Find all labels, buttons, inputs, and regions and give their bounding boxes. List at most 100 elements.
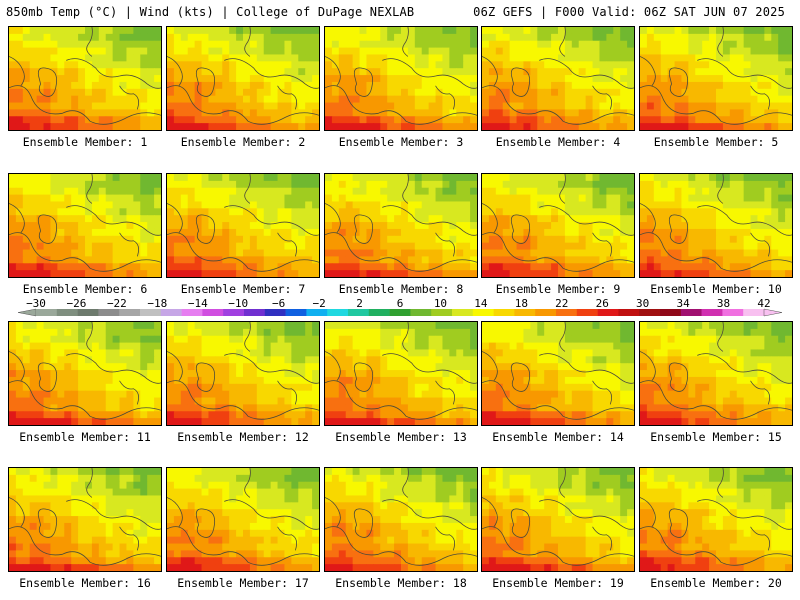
colorbar-swatch bbox=[202, 309, 224, 316]
boundary-line bbox=[640, 85, 792, 125]
boundary-line bbox=[37, 508, 58, 538]
boundary-line bbox=[277, 232, 298, 257]
boundary-line bbox=[402, 322, 409, 352]
colorbar-swatch bbox=[472, 309, 494, 316]
temperature-field bbox=[640, 27, 792, 130]
ensemble-member-caption: Ensemble Member: 16 bbox=[19, 576, 151, 590]
boundary-line bbox=[353, 67, 374, 97]
temperature-field bbox=[482, 468, 634, 571]
colorbar-swatch bbox=[98, 309, 120, 316]
boundary-line bbox=[559, 468, 566, 498]
boundary-line bbox=[353, 214, 374, 244]
temperature-field bbox=[325, 174, 477, 277]
boundary-line bbox=[353, 362, 374, 392]
boundary-line bbox=[482, 380, 634, 420]
colorbar-swatch bbox=[660, 309, 682, 316]
ensemble-member-caption: Ensemble Member: 6 bbox=[22, 282, 148, 296]
colorbar-tick-label: −18 bbox=[147, 297, 168, 310]
colorbar-swatch bbox=[556, 309, 578, 316]
ensemble-member-caption: Ensemble Member: 17 bbox=[177, 576, 309, 590]
temperature-field bbox=[640, 322, 792, 425]
boundary-line bbox=[640, 203, 656, 234]
boundary-line bbox=[167, 380, 319, 420]
ensemble-member-caption: Ensemble Member: 2 bbox=[180, 135, 306, 149]
colorbar-tick-label: 38 bbox=[716, 297, 731, 310]
boundary-line bbox=[592, 380, 613, 405]
ensemble-member-caption: Ensemble Member: 1 bbox=[22, 135, 148, 149]
boundary-line bbox=[435, 380, 456, 405]
boundary-line bbox=[167, 85, 319, 125]
ensemble-member-caption: Ensemble Member: 13 bbox=[335, 430, 467, 444]
colorbar-swatch bbox=[160, 309, 182, 316]
boundary-line bbox=[244, 27, 251, 57]
colorbar-swatch bbox=[244, 309, 266, 316]
boundary-line bbox=[539, 353, 634, 384]
colorbar-tick-label: −6 bbox=[272, 297, 286, 310]
colorbar-low-arrow bbox=[17, 308, 37, 317]
boundary-line bbox=[640, 380, 792, 420]
boundary-line bbox=[482, 85, 634, 125]
boundary-line bbox=[668, 362, 689, 392]
boundary-line bbox=[482, 203, 498, 234]
boundary-line bbox=[195, 362, 216, 392]
boundary-line bbox=[325, 203, 341, 234]
temperature-field bbox=[325, 322, 477, 425]
colorbar-swatch bbox=[743, 309, 765, 316]
ensemble-member-map bbox=[8, 467, 162, 572]
colorbar-swatch bbox=[223, 309, 245, 316]
map-title: 850mb Temp (°C) | Wind (kts) | College o… bbox=[6, 5, 415, 19]
ensemble-member-map bbox=[481, 321, 635, 426]
boundary-line bbox=[435, 526, 456, 551]
boundary-line bbox=[224, 205, 319, 236]
boundary-line bbox=[640, 56, 656, 87]
boundary-line bbox=[482, 232, 634, 272]
ensemble-member-map bbox=[324, 467, 478, 572]
ensemble-member-map bbox=[166, 321, 320, 426]
colorbar-tick-label: 2 bbox=[356, 297, 363, 310]
boundary-line bbox=[640, 497, 656, 528]
boundary-line bbox=[717, 27, 724, 57]
colorbar-tick-label: −10 bbox=[228, 297, 249, 310]
boundary-line bbox=[224, 499, 319, 530]
ensemble-member-map bbox=[166, 467, 320, 572]
ensemble-member-caption: Ensemble Member: 10 bbox=[650, 282, 782, 296]
ensemble-member-caption: Ensemble Member: 11 bbox=[19, 430, 151, 444]
boundary-line bbox=[277, 380, 298, 405]
boundary-line bbox=[640, 232, 792, 272]
colorbar-tick-label: 30 bbox=[636, 297, 650, 310]
boundary-line bbox=[119, 380, 140, 405]
ensemble-member-map bbox=[8, 26, 162, 131]
colorbar-swatch bbox=[181, 309, 203, 316]
colorbar-swatch bbox=[389, 309, 411, 316]
colorbar-tick-label: 22 bbox=[555, 297, 569, 310]
boundary-line bbox=[37, 214, 58, 244]
ensemble-member-caption: Ensemble Member: 18 bbox=[335, 576, 467, 590]
colorbar-tick-label: 6 bbox=[396, 297, 404, 310]
boundary-line bbox=[224, 58, 319, 89]
boundary-line bbox=[9, 526, 161, 566]
colorbar-swatch bbox=[306, 309, 328, 316]
valid-time: 06Z GEFS | F000 Valid: 06Z SAT JUN 07 20… bbox=[473, 5, 785, 19]
boundary-line bbox=[539, 58, 634, 89]
colorbar-high-arrow bbox=[763, 308, 783, 317]
colorbar-swatch bbox=[680, 309, 702, 316]
ensemble-member-map bbox=[639, 467, 793, 572]
ensemble-member-caption: Ensemble Member: 3 bbox=[338, 135, 464, 149]
boundary-line bbox=[592, 85, 613, 110]
ensemble-member-map bbox=[481, 173, 635, 278]
colorbar-tick-label: 18 bbox=[514, 297, 528, 310]
boundary-line bbox=[119, 232, 140, 257]
colorbar-swatch bbox=[285, 309, 307, 316]
boundary-line bbox=[482, 497, 498, 528]
colorbar-tick-label: −22 bbox=[106, 297, 127, 310]
boundary-line bbox=[325, 232, 477, 272]
colorbar-tick-label: −30 bbox=[26, 297, 46, 310]
boundary-line bbox=[382, 205, 477, 236]
boundary-line bbox=[382, 58, 477, 89]
boundary-line bbox=[9, 85, 161, 125]
boundary-line bbox=[510, 67, 531, 97]
boundary-line bbox=[119, 85, 140, 110]
boundary-line bbox=[37, 362, 58, 392]
colorbar-swatch bbox=[722, 309, 744, 316]
boundary-line bbox=[195, 214, 216, 244]
